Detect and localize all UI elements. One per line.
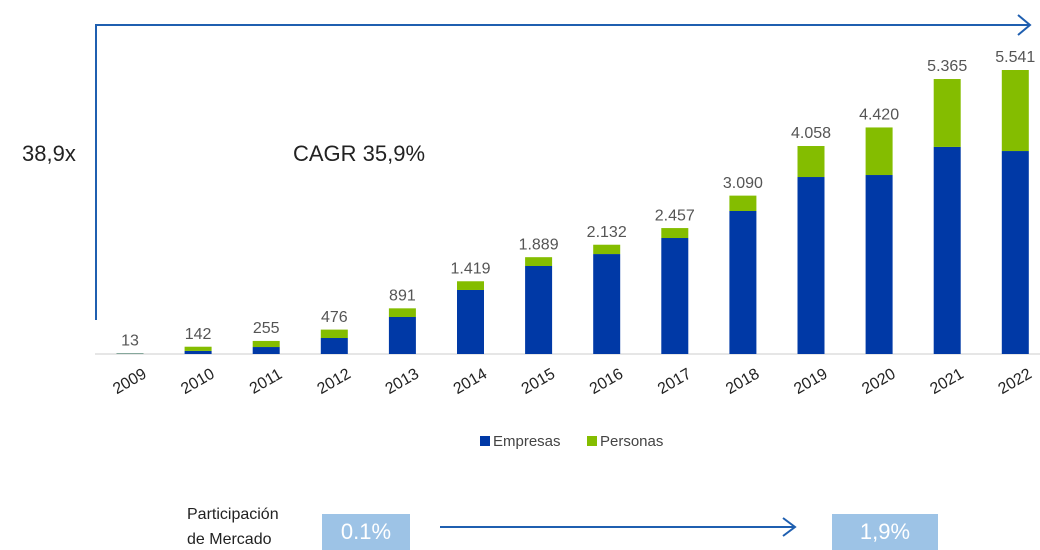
total-label: 2.132 (587, 224, 627, 241)
x-tick-label: 2012 (314, 365, 353, 398)
multiple: 38,9x (22, 141, 76, 166)
bar-segment (593, 244, 621, 255)
cagr: CAGR 35,9% (293, 141, 425, 166)
share-end: 1,9% (860, 519, 910, 544)
arrow-head (1017, 14, 1032, 36)
x-tick-label: 2014 (451, 365, 490, 398)
legend-label: Empresas (493, 433, 561, 450)
bar-segment (865, 127, 893, 176)
total-label: 891 (389, 288, 416, 305)
bar-segment (661, 228, 689, 239)
legend-label: Personas (600, 433, 663, 450)
share-box (322, 514, 410, 550)
bar-segment (320, 329, 348, 339)
bar-segment (729, 195, 757, 212)
bar-segment (729, 211, 757, 354)
bar-segment (525, 257, 553, 266)
bar-segment (457, 289, 484, 354)
total-label: 4.058 (791, 125, 831, 142)
total-label: 142 (185, 326, 212, 343)
arrow-head (782, 517, 797, 537)
total-label: 5.365 (927, 58, 967, 75)
total-label: 2.457 (655, 207, 695, 224)
bar-segment (184, 350, 212, 354)
bar-segment (320, 338, 348, 354)
x-tick-label: 2019 (791, 365, 830, 398)
bar-segment (388, 316, 416, 354)
total-label: 3.090 (723, 175, 763, 192)
legend-swatch (480, 436, 490, 446)
bar-segment (457, 281, 484, 290)
bar-segment (933, 146, 961, 354)
bar-segment (388, 308, 416, 317)
total-label: 13 (121, 333, 139, 350)
share-start: 0.1% (341, 519, 391, 544)
x-tick-label: 2011 (247, 366, 285, 398)
x-tick-label: 2021 (927, 365, 966, 398)
x-tick-label: 2022 (995, 365, 1034, 398)
bar-segment (1001, 151, 1029, 354)
share-label: de Mercado (187, 531, 272, 548)
bar-segment (661, 238, 689, 354)
legend-swatch (587, 436, 597, 446)
bar-segment (865, 175, 893, 354)
bar-segment (184, 346, 212, 351)
total-label: 476 (321, 309, 348, 326)
bar-segment (525, 265, 553, 354)
x-tick-label: 2009 (110, 365, 149, 398)
x-tick-label: 2017 (655, 365, 694, 398)
bar-segment (252, 340, 280, 348)
share-box (832, 514, 938, 550)
bar-segment (252, 347, 280, 354)
bar-segment (933, 79, 961, 147)
total-label: 4.420 (859, 107, 899, 124)
bar-segment (1001, 70, 1029, 152)
bar-segment (593, 254, 621, 354)
x-tick-label: 2010 (178, 365, 217, 398)
bar-segment (797, 146, 825, 178)
x-tick-label: 2013 (383, 365, 422, 398)
growth-arrow (95, 24, 1030, 320)
x-tick-label: 2016 (587, 365, 626, 398)
total-label: 1.419 (450, 260, 490, 277)
share-label: Participación (187, 506, 279, 523)
x-tick-label: 2018 (723, 365, 762, 398)
x-tick-label: 2020 (859, 365, 898, 398)
total-label: 5.541 (995, 49, 1035, 66)
total-label: 255 (253, 320, 280, 337)
bar-segment (797, 177, 825, 354)
total-label: 1.889 (519, 236, 559, 253)
x-tick-label: 2015 (519, 365, 558, 398)
